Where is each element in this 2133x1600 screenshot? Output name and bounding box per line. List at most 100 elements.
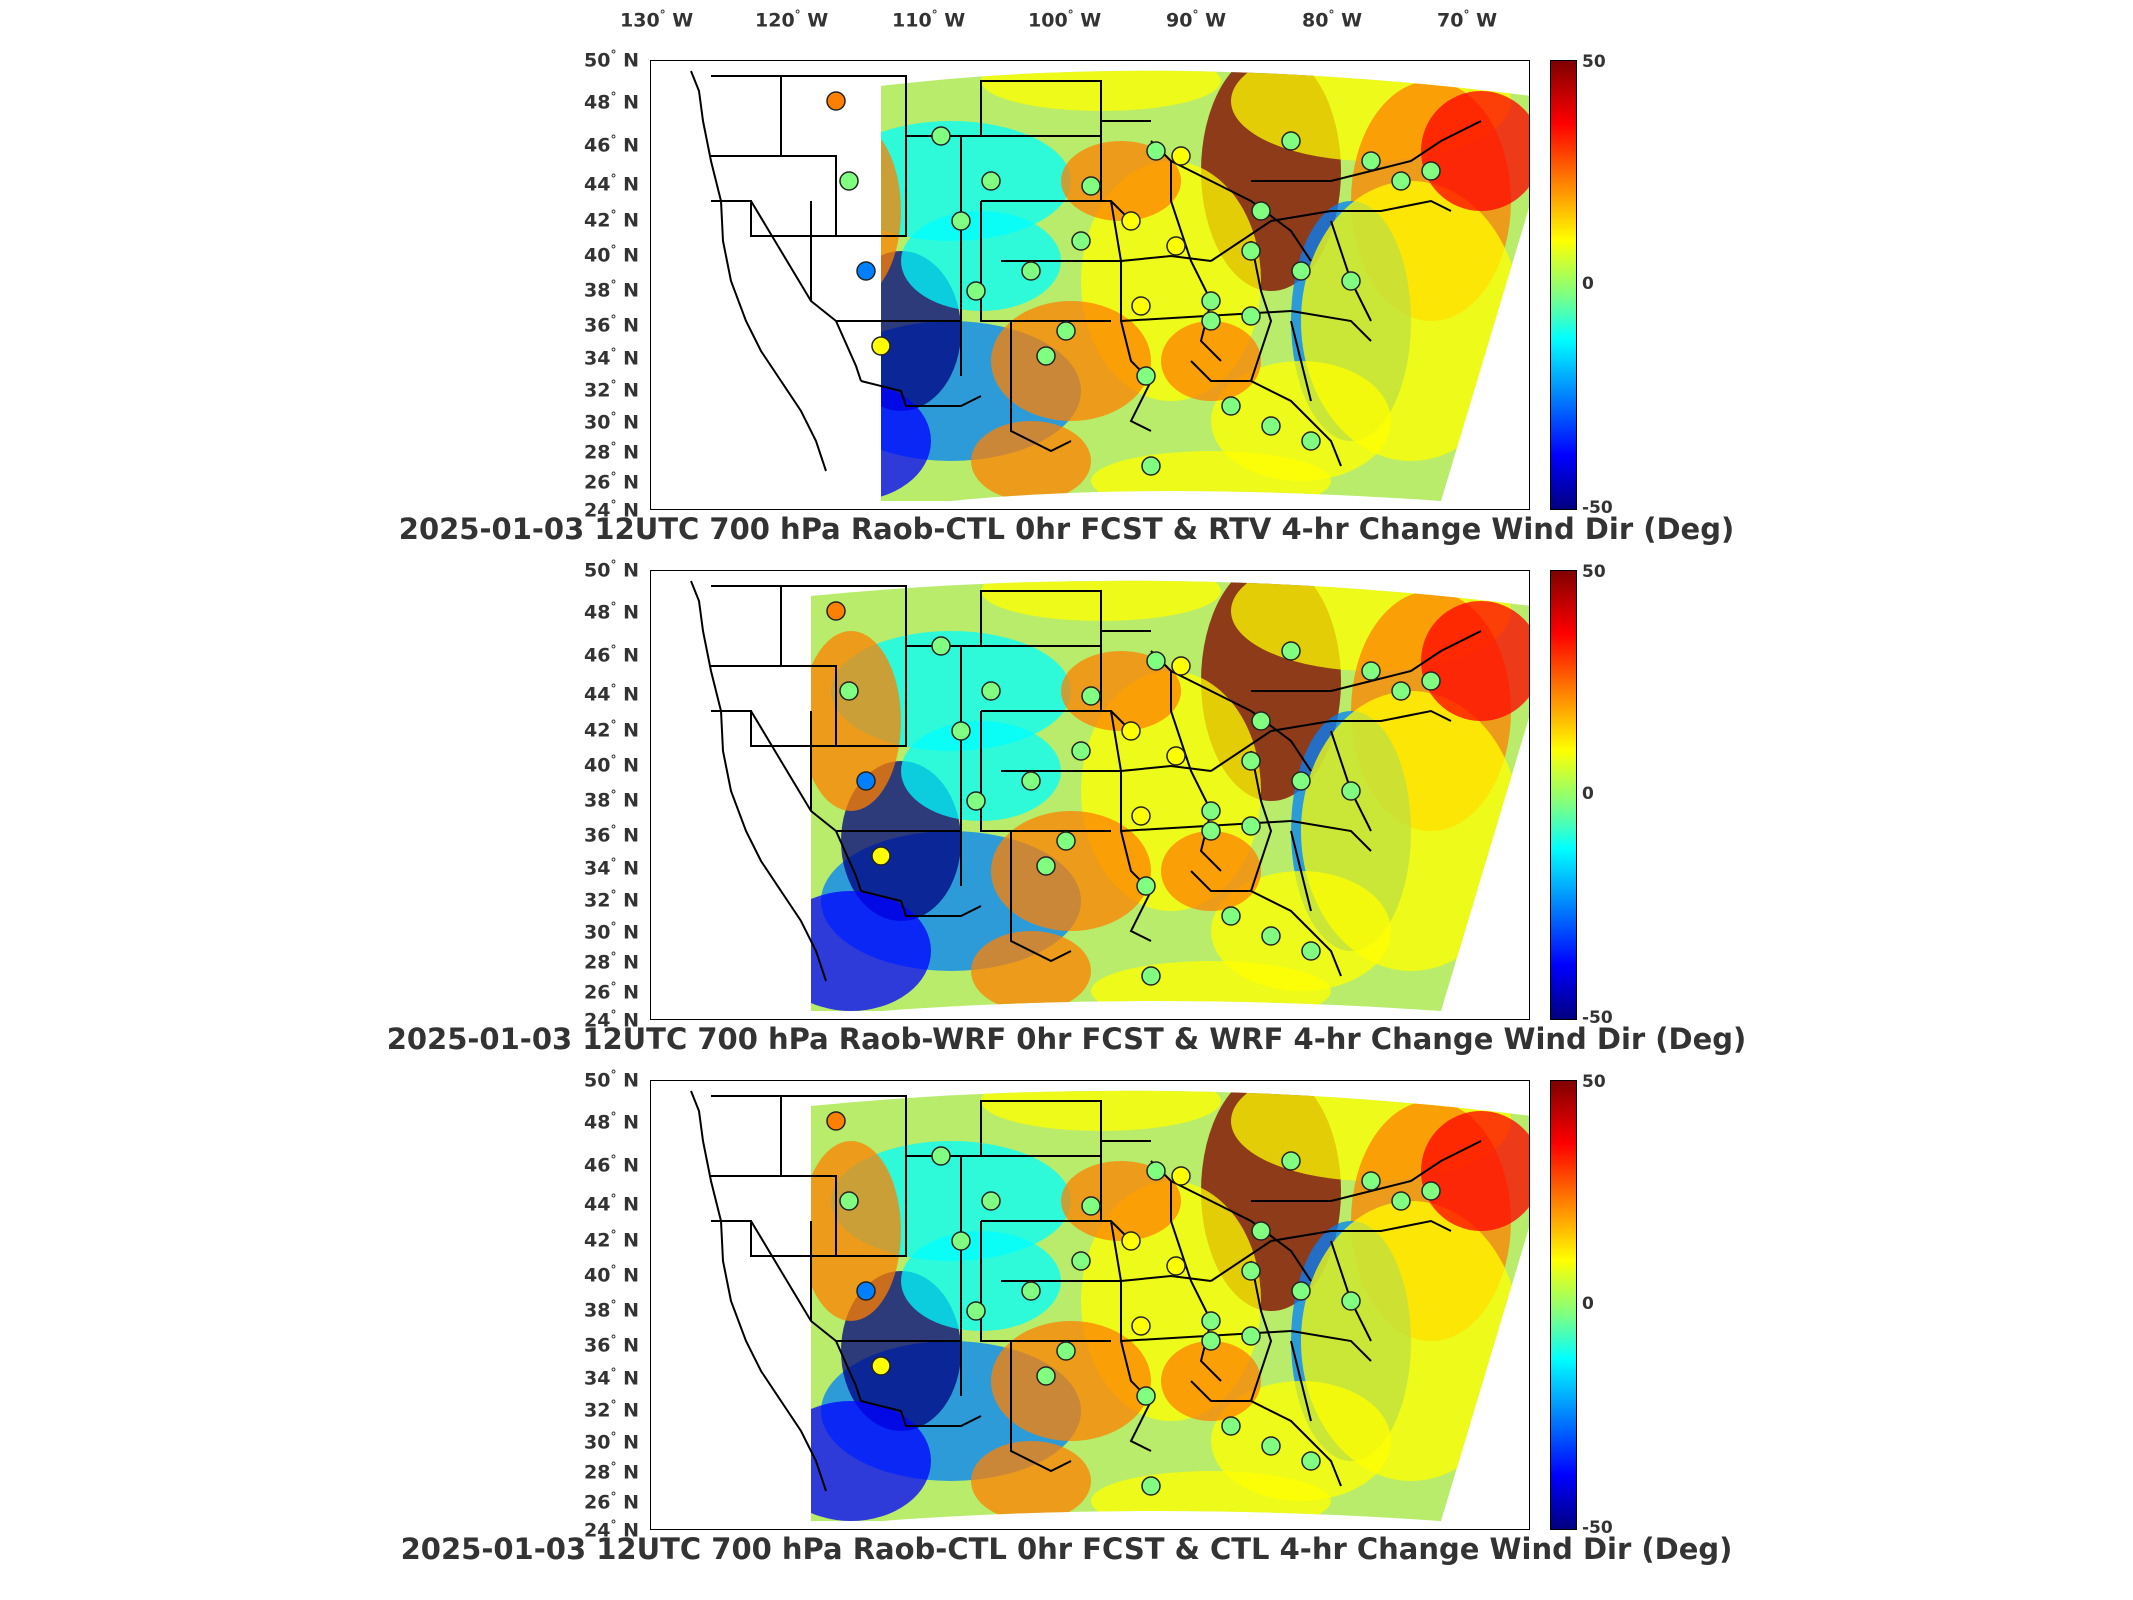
wind-direction-change-field xyxy=(811,1090,1529,1521)
raob-station-marker xyxy=(1201,311,1221,331)
raob-station-marker xyxy=(1241,816,1261,836)
wind-direction-change-field xyxy=(811,580,1529,1011)
longitude-label: 80° W xyxy=(1302,8,1363,32)
lon-degree-value: 70 xyxy=(1437,9,1464,32)
latitude-label: 32° N xyxy=(584,888,639,912)
map-panel-2: 50° N 48° N 46° N 44° N 42° N 40° N 38° N 36° N… xyxy=(0,558,2133,1080)
raob-station-marker xyxy=(1071,1251,1091,1271)
raob-station-marker xyxy=(981,171,1001,191)
longitude-label: 70° W xyxy=(1437,8,1498,32)
raob-station-marker xyxy=(966,1301,986,1321)
latitude-label: 24° N xyxy=(584,1518,639,1542)
raob-station-marker xyxy=(1301,941,1321,961)
raob-station-marker xyxy=(1301,1451,1321,1471)
raob-station-marker xyxy=(871,336,891,356)
raob-station-marker xyxy=(1021,261,1041,281)
raob-station-marker xyxy=(1131,1316,1151,1336)
panel-title: 2025-01-03 12UTC 700 hPa Raob-CTL 0hr FC… xyxy=(398,512,1735,546)
latitude-label: 38° N xyxy=(584,788,639,812)
latitude-label: 36° N xyxy=(584,313,639,337)
raob-station-marker xyxy=(1291,261,1311,281)
latitude-label: 50° N xyxy=(584,558,639,582)
latitude-label: 30° N xyxy=(584,920,639,944)
latitude-label: 42° N xyxy=(584,208,639,232)
raob-station-marker xyxy=(1221,1416,1241,1436)
lon-degree-value: 80 xyxy=(1302,9,1329,32)
raob-station-marker xyxy=(1341,1291,1361,1311)
longitude-label: 120° W xyxy=(755,8,829,32)
map-plot-area xyxy=(650,1080,1530,1530)
raob-station-marker xyxy=(1036,1366,1056,1386)
raob-station-marker xyxy=(1241,1261,1261,1281)
raob-station-marker xyxy=(1121,721,1141,741)
raob-station-marker xyxy=(1146,1161,1166,1181)
state-borders xyxy=(690,580,1482,982)
latitude-label: 42° N xyxy=(584,1228,639,1252)
raob-station-marker xyxy=(1421,161,1441,181)
raob-station-marker xyxy=(1166,1256,1186,1276)
colorbar xyxy=(1550,1080,1577,1530)
raob-stations xyxy=(826,91,1441,476)
raob-station-marker xyxy=(931,126,951,146)
raob-station-marker xyxy=(1391,171,1411,191)
latitude-label: 48° N xyxy=(584,600,639,624)
raob-station-marker xyxy=(981,681,1001,701)
raob-station-marker xyxy=(1421,1181,1441,1201)
raob-station-marker xyxy=(1141,966,1161,986)
raob-station-marker xyxy=(1071,741,1091,761)
raob-station-marker xyxy=(1056,321,1076,341)
raob-station-marker xyxy=(1166,746,1186,766)
raob-station-marker xyxy=(871,1356,891,1376)
lon-degree-value: 110 xyxy=(892,9,932,32)
longitude-label: 130° W xyxy=(620,8,694,32)
map-panel-1: 50° N 48° N 46° N 44° N 42° N 40° N 38° N 36° N… xyxy=(0,48,2133,570)
raob-stations xyxy=(826,1111,1441,1496)
raob-station-marker xyxy=(951,211,971,231)
raob-station-marker xyxy=(1281,131,1301,151)
raob-station-marker xyxy=(1361,1171,1381,1191)
latitude-label: 46° N xyxy=(584,133,639,157)
raob-station-marker xyxy=(1261,926,1281,946)
raob-station-marker xyxy=(931,1146,951,1166)
lon-degree-value: 90 xyxy=(1166,9,1193,32)
raob-station-marker xyxy=(1146,141,1166,161)
latitude-label: 36° N xyxy=(584,823,639,847)
latitude-label: 26° N xyxy=(584,470,639,494)
raob-station-marker xyxy=(1021,771,1041,791)
raob-station-marker xyxy=(1391,1191,1411,1211)
colorbar xyxy=(1550,60,1577,510)
raob-station-marker xyxy=(1261,416,1281,436)
raob-station-marker xyxy=(1291,1281,1311,1301)
latitude-label: 40° N xyxy=(584,753,639,777)
raob-station-marker xyxy=(1021,1281,1041,1301)
raob-station-marker xyxy=(1201,801,1221,821)
raob-station-marker xyxy=(951,721,971,741)
raob-station-marker xyxy=(1201,1311,1221,1331)
raob-station-marker xyxy=(1221,396,1241,416)
latitude-label: 24° N xyxy=(584,1008,639,1032)
raob-station-marker xyxy=(1361,661,1381,681)
latitude-label: 34° N xyxy=(584,1366,639,1390)
panel-title: 2025-01-03 12UTC 700 hPa Raob-WRF 0hr FC… xyxy=(386,1022,1747,1056)
raob-station-marker xyxy=(1136,1386,1156,1406)
latitude-label: 40° N xyxy=(584,243,639,267)
raob-station-marker xyxy=(856,1281,876,1301)
raob-station-marker xyxy=(1171,146,1191,166)
raob-station-marker xyxy=(966,281,986,301)
colorbar-max-label: 50 xyxy=(1582,52,1606,72)
raob-station-marker xyxy=(1241,306,1261,326)
raob-station-marker xyxy=(981,1191,1001,1211)
raob-station-marker xyxy=(1141,456,1161,476)
latitude-label: 24° N xyxy=(584,498,639,522)
colorbar xyxy=(1550,570,1577,1020)
colorbar-mid-label: 0 xyxy=(1582,784,1594,804)
latitude-label: 38° N xyxy=(584,1298,639,1322)
raob-station-marker xyxy=(1421,671,1441,691)
raob-station-marker xyxy=(1036,856,1056,876)
latitude-label: 28° N xyxy=(584,440,639,464)
raob-station-marker xyxy=(871,846,891,866)
raob-station-marker xyxy=(1251,711,1271,731)
raob-station-marker xyxy=(1281,641,1301,661)
raob-station-marker xyxy=(1201,1331,1221,1351)
latitude-label: 26° N xyxy=(584,980,639,1004)
